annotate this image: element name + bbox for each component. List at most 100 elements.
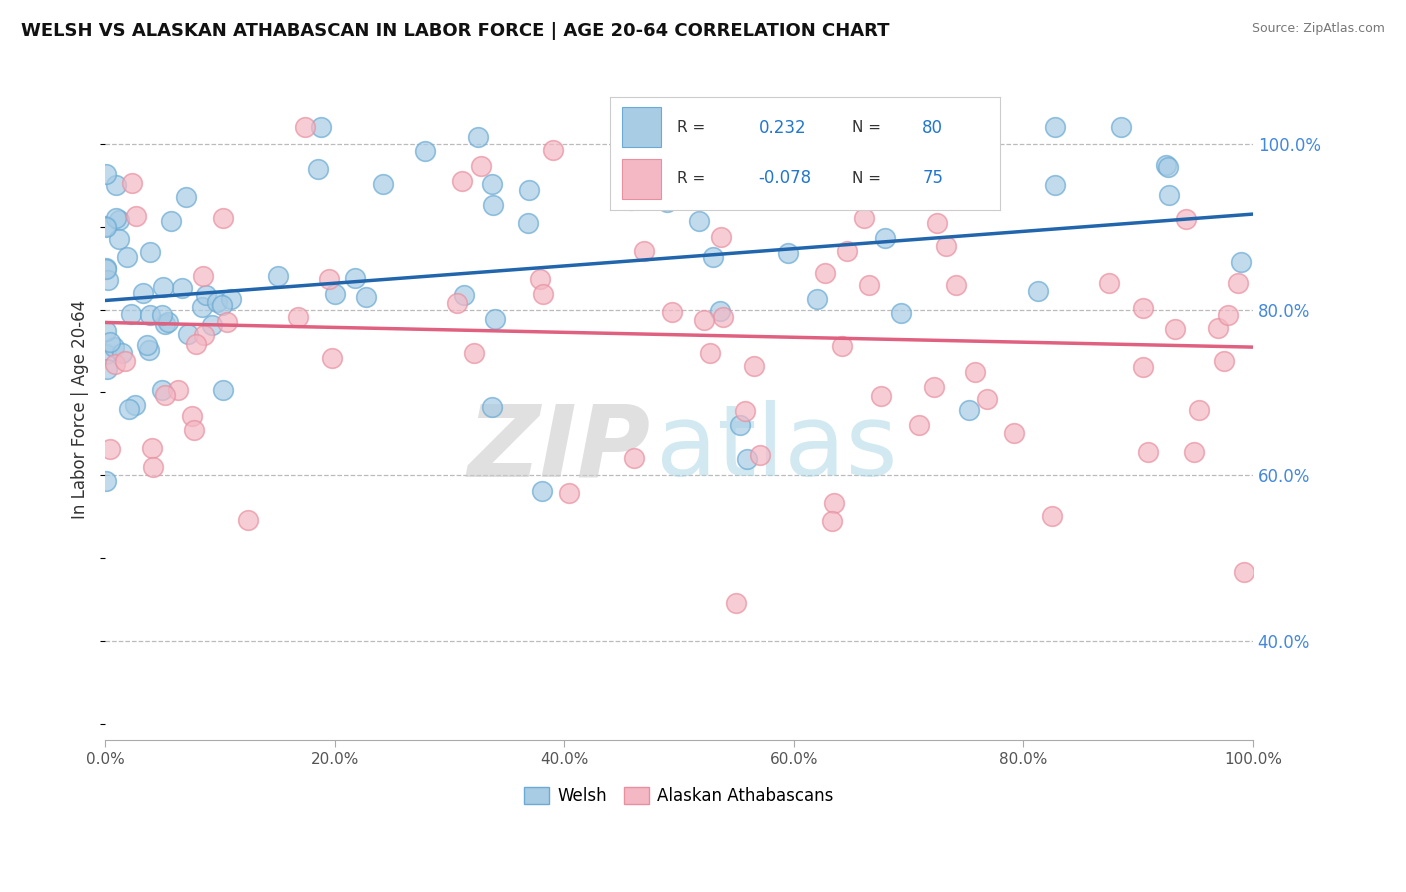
Point: [734, 403, 756, 417]
Point: [697, 120, 720, 135]
Point: [890, 306, 912, 320]
Point: [740, 147, 762, 161]
Point: [935, 239, 957, 253]
Point: [529, 271, 551, 285]
Text: atlas: atlas: [657, 401, 897, 497]
Point: [111, 346, 134, 360]
Point: [125, 209, 148, 223]
Point: [749, 449, 772, 463]
Point: [742, 359, 765, 374]
Point: [470, 159, 492, 173]
Point: [661, 305, 683, 319]
Point: [688, 213, 710, 227]
Point: [1206, 321, 1229, 335]
Point: [177, 327, 200, 342]
Point: [693, 312, 716, 326]
Point: [908, 418, 931, 433]
Point: [1136, 445, 1159, 459]
Point: [139, 308, 162, 322]
Point: [957, 402, 980, 417]
Point: [924, 380, 946, 394]
Point: [945, 278, 967, 293]
Point: [153, 388, 176, 402]
Point: [97, 272, 120, 286]
Point: [710, 230, 733, 244]
Point: [1002, 426, 1025, 441]
Point: [96, 260, 118, 275]
Point: [1156, 158, 1178, 172]
Point: [104, 357, 127, 371]
Point: [124, 398, 146, 412]
Point: [1233, 565, 1256, 579]
Point: [1045, 120, 1067, 135]
Point: [655, 194, 678, 209]
Point: [193, 327, 215, 342]
Point: [307, 162, 329, 177]
Point: [886, 175, 908, 189]
Point: [517, 183, 540, 197]
Point: [1230, 254, 1253, 268]
Text: ZIP: ZIP: [467, 401, 651, 497]
Point: [181, 409, 204, 423]
Point: [858, 278, 880, 293]
Point: [155, 317, 177, 331]
Point: [191, 300, 214, 314]
Point: [132, 285, 155, 300]
Point: [120, 307, 142, 321]
Point: [157, 315, 180, 329]
Point: [1132, 301, 1154, 315]
Point: [217, 315, 239, 329]
Point: [321, 351, 343, 365]
Point: [309, 120, 332, 135]
Point: [96, 474, 118, 488]
Point: [211, 298, 233, 312]
Point: [150, 308, 173, 322]
Point: [1040, 509, 1063, 524]
Point: [98, 334, 121, 349]
Point: [533, 287, 555, 301]
Point: [451, 173, 474, 187]
Point: [558, 486, 581, 500]
Point: [1157, 160, 1180, 174]
Point: [141, 441, 163, 455]
Point: [191, 268, 214, 283]
Point: [1043, 178, 1066, 192]
Point: [142, 459, 165, 474]
Point: [1157, 188, 1180, 202]
Point: [136, 338, 159, 352]
Point: [354, 290, 377, 304]
Point: [814, 266, 837, 280]
Point: [96, 167, 118, 181]
Point: [176, 190, 198, 204]
Point: [1175, 211, 1198, 226]
Point: [965, 365, 987, 379]
Text: Source: ZipAtlas.com: Source: ZipAtlas.com: [1251, 22, 1385, 36]
Point: [413, 144, 436, 158]
Point: [118, 401, 141, 416]
Point: [194, 288, 217, 302]
Point: [108, 232, 131, 246]
Point: [869, 389, 891, 403]
Point: [152, 280, 174, 294]
Point: [1109, 120, 1132, 135]
Point: [373, 177, 395, 191]
Point: [96, 262, 118, 277]
Point: [837, 244, 859, 258]
Point: [103, 340, 125, 354]
Point: [482, 198, 505, 212]
Point: [875, 231, 897, 245]
Point: [104, 211, 127, 225]
Point: [170, 281, 193, 295]
Point: [831, 339, 853, 353]
Point: [484, 312, 506, 326]
Point: [1188, 403, 1211, 417]
Point: [907, 158, 929, 172]
Point: [150, 383, 173, 397]
Point: [115, 250, 138, 264]
Point: [201, 318, 224, 332]
Point: [823, 496, 845, 510]
Point: [776, 246, 799, 260]
Point: [531, 483, 554, 498]
Point: [702, 251, 724, 265]
Point: [828, 183, 851, 197]
